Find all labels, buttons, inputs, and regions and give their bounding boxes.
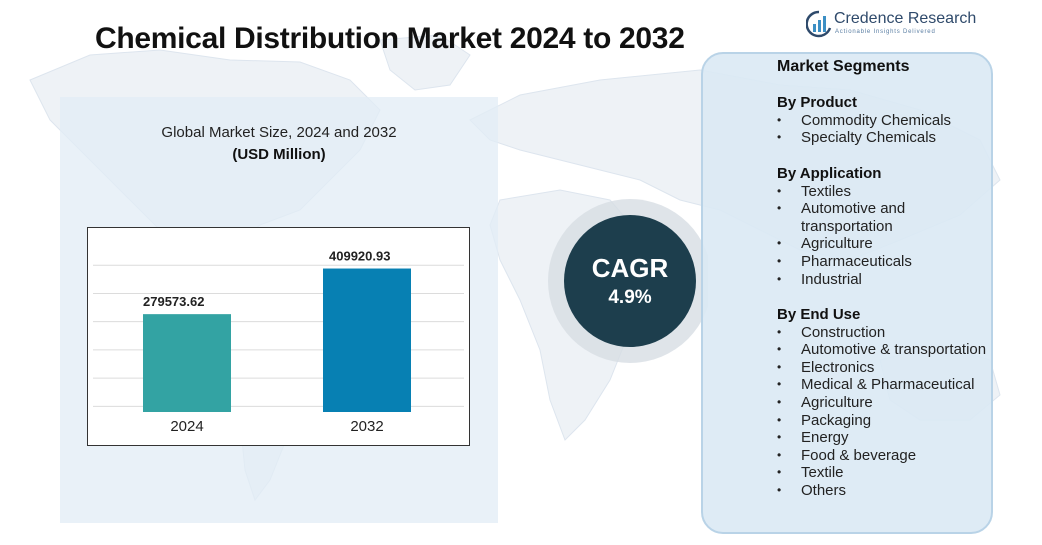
segment-item: • Textile <box>777 464 992 482</box>
bullet-icon: • <box>777 324 782 339</box>
bullet-icon: • <box>777 112 782 127</box>
segment-item: • Agriculture <box>777 394 992 412</box>
segment-list: • Textiles • Automotive and transportation •… <box>777 183 992 289</box>
bullet-icon: • <box>777 236 782 251</box>
segment-item-label: Energy <box>801 429 849 447</box>
segment-item: • Commodity Chemicals <box>777 112 992 130</box>
bullet-icon: • <box>777 359 782 374</box>
segment-heading: By Product <box>777 94 858 111</box>
category-label-2024: 2024 <box>170 418 203 435</box>
cagr-badge <box>548 199 708 363</box>
value-labels: 279573.62 409920.93 <box>143 249 390 310</box>
segment-list: • Construction • Automotive & transportatio… <box>777 324 992 500</box>
segment-item: • Automotive & transportation <box>777 341 992 359</box>
segment-item: • Energy <box>777 429 992 447</box>
segment-item-label: Pharmaceuticals <box>801 252 912 270</box>
segment-item: • Medical & Pharmaceutical <box>777 376 992 394</box>
chart-panel: Global Market Size, 2024 and 2032 (USD M… <box>60 97 498 523</box>
bar-2032 <box>323 268 411 412</box>
logo-name: Credence Research <box>834 10 977 27</box>
segment-item: • Automotive and transportation <box>777 200 992 235</box>
market-segments-panel: Market Segments By Product • Commodity Che… <box>701 52 993 534</box>
bullet-icon: • <box>777 271 782 286</box>
chart-unit-label: (USD Million) <box>232 146 326 163</box>
segment-item-label: Textiles <box>801 182 852 200</box>
category-label-2032: 2032 <box>350 418 383 435</box>
segment-item-label: Packaging <box>801 411 872 429</box>
bars <box>143 268 411 412</box>
segment-item: • Pharmaceuticals <box>777 253 992 271</box>
segment-item-label: Automotive and transportation <box>801 200 906 235</box>
segment-item: • Industrial <box>777 271 992 289</box>
segment-item-label: Others <box>801 481 847 499</box>
segment-list: • Commodity Chemicals • Specialty Chemicals <box>777 112 992 147</box>
category-labels: 2024 2032 <box>170 418 383 435</box>
page-title: Chemical Distribution Market 2024 to 203… <box>95 22 685 55</box>
segment-item: • Others <box>777 482 992 500</box>
chart-subtitle: Global Market Size, 2024 and 2032 <box>161 124 397 141</box>
segment-item-label: Food & beverage <box>801 446 917 464</box>
segment-item-label: Agriculture <box>801 235 873 253</box>
cagr-label: CAGR <box>591 253 669 283</box>
bullet-icon: • <box>777 447 782 462</box>
segment-item: • Food & beverage <box>777 447 992 465</box>
logo-tagline: Actionable Insights Delivered <box>835 29 936 35</box>
segment-item: • Agriculture <box>777 235 992 253</box>
segment-group: By End Use • Construction • Automotive & tra… <box>777 306 992 500</box>
segment-item: • Specialty Chemicals <box>777 129 992 147</box>
bullet-icon: • <box>777 412 782 427</box>
segment-item-label: Medical & Pharmaceutical <box>801 376 975 394</box>
bullet-icon: • <box>777 342 782 357</box>
segment-item-label: Specialty Chemicals <box>801 129 937 147</box>
bullet-icon: • <box>777 201 782 216</box>
bullet-icon: • <box>777 482 782 497</box>
bullet-icon: • <box>777 430 782 445</box>
bullet-icon: • <box>777 130 782 145</box>
segment-item: • Textiles <box>777 183 992 201</box>
segment-item-label: Automotive & transportation <box>801 341 987 359</box>
bullet-icon: • <box>777 465 782 480</box>
bar-chart-logo-icon <box>806 10 832 38</box>
segment-item-label: Electronics <box>801 358 875 376</box>
bar-chart: 279573.62 409920.93 2024 2032 <box>87 227 470 446</box>
segment-heading: By Application <box>777 165 882 182</box>
cagr-value: 4.9% <box>608 287 652 308</box>
bullet-icon: • <box>777 253 782 268</box>
segment-item-label: Construction <box>801 323 886 341</box>
bullet-icon: • <box>777 377 782 392</box>
segment-group: By Product • Commodity Chemicals • Specialty… <box>777 94 992 147</box>
segment-heading: By End Use <box>777 306 861 323</box>
bullet-icon: • <box>777 394 782 409</box>
segments-title: Market Segments <box>777 58 910 75</box>
segment-item: • Electronics <box>777 359 992 377</box>
value-label-2024: 279573.62 <box>143 294 204 309</box>
segment-group: By Application • Textiles • Automotive and t… <box>777 165 992 288</box>
segment-item-label: Agriculture <box>801 393 873 411</box>
bar-2024 <box>143 314 231 412</box>
segment-item-label: Textile <box>801 464 844 482</box>
value-label-2032: 409920.93 <box>329 249 390 264</box>
segment-item: • Construction <box>777 324 992 342</box>
segment-item-label: Commodity Chemicals <box>801 111 952 129</box>
bullet-icon: • <box>777 183 782 198</box>
brand-logo: Credence Research Actionable Insights De… <box>806 8 976 42</box>
segment-item: • Packaging <box>777 412 992 430</box>
segment-item-label: Industrial <box>801 270 862 288</box>
